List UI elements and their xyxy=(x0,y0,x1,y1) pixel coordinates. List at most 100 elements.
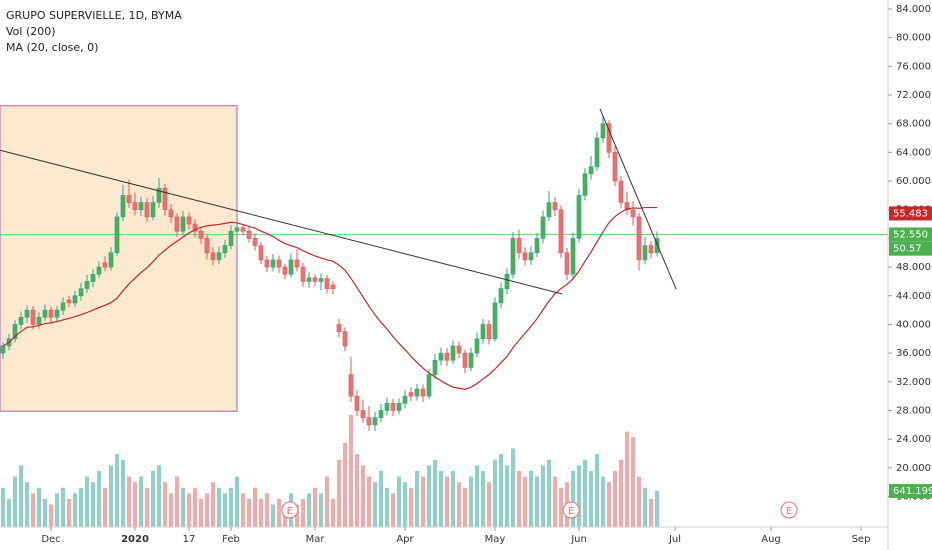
y-tick-label: 68.000 xyxy=(896,119,931,130)
candle-body xyxy=(426,374,432,397)
volume-bar xyxy=(108,465,114,527)
candle-body xyxy=(150,202,156,218)
volume-bar xyxy=(630,437,636,527)
volume-bar xyxy=(372,482,378,527)
candle-body xyxy=(384,403,390,411)
candle-body xyxy=(180,216,186,232)
volume-bar xyxy=(36,487,42,527)
volume-bar xyxy=(66,498,72,527)
candle-body xyxy=(312,277,318,282)
candle-body xyxy=(102,262,108,268)
candle-body xyxy=(612,152,618,182)
volume-bar xyxy=(318,493,324,527)
volume-bar xyxy=(402,482,408,527)
volume-bar xyxy=(60,487,66,527)
volume-bar xyxy=(462,487,468,527)
earnings-marker xyxy=(562,501,580,519)
ma-legend: MA (20, close, 0) xyxy=(6,41,98,54)
candle-body xyxy=(228,230,234,246)
volume-bar xyxy=(168,493,174,527)
volume-bar xyxy=(162,482,168,527)
volume-bar xyxy=(390,493,396,527)
volume-bar xyxy=(474,465,480,527)
volume-bar xyxy=(234,476,240,527)
candle-body xyxy=(300,266,306,282)
volume-bar xyxy=(444,476,450,527)
candle-body xyxy=(450,345,456,361)
candle-body xyxy=(60,302,66,311)
candle-body xyxy=(414,388,420,397)
candle-body xyxy=(156,187,162,203)
candle-body xyxy=(360,410,366,418)
candle-body xyxy=(0,345,6,354)
candle-body xyxy=(606,123,612,153)
earnings-label: E xyxy=(287,506,293,517)
volume-bar xyxy=(582,459,588,527)
volume-bar xyxy=(264,493,270,527)
candle-body xyxy=(468,352,474,368)
volume-bar xyxy=(642,487,648,527)
candle-body xyxy=(336,324,342,332)
volume-legend: Vol (200) xyxy=(6,25,56,38)
volume-bar xyxy=(348,414,354,527)
earnings-label: E xyxy=(568,506,574,517)
volume-bar xyxy=(414,470,420,527)
candle-body xyxy=(534,238,540,254)
price-label-box xyxy=(889,241,932,256)
y-tick-label: 28.000 xyxy=(896,405,931,416)
candle-body xyxy=(126,195,132,203)
candle-body xyxy=(294,259,300,268)
candle-body xyxy=(342,331,348,347)
volume-bar xyxy=(540,465,546,527)
candle-body xyxy=(354,395,360,411)
candle-body xyxy=(12,324,18,340)
volume-bar xyxy=(468,476,474,527)
volume-bar xyxy=(624,431,630,527)
candle-body xyxy=(138,202,144,211)
candle-body xyxy=(432,359,438,375)
volume-bar xyxy=(522,476,528,527)
background-layer xyxy=(0,105,888,412)
price-label: 52.550 xyxy=(893,229,928,240)
volume-bar xyxy=(102,487,108,527)
volume-bar xyxy=(636,476,642,527)
candle-body xyxy=(510,238,516,275)
highlight-box xyxy=(0,105,238,412)
candle-body xyxy=(390,403,396,411)
candle-body xyxy=(270,259,276,268)
candle-body xyxy=(42,309,48,318)
candle-body xyxy=(144,202,150,218)
candle-body xyxy=(306,277,312,282)
volume-bar xyxy=(126,476,132,527)
candle-body xyxy=(378,410,384,418)
candle-body xyxy=(570,238,576,275)
candle-body xyxy=(258,245,264,261)
volume-bar xyxy=(78,487,84,527)
volume-bar xyxy=(588,470,594,527)
volume-bar xyxy=(438,470,444,527)
volume-bar xyxy=(0,487,6,527)
volume-bar xyxy=(570,470,576,527)
candle-body xyxy=(348,374,354,397)
x-tick-label: Jun xyxy=(570,534,587,545)
volume-bar xyxy=(324,476,330,527)
candle-body xyxy=(18,316,24,325)
y-tick-label: 76.000 xyxy=(896,61,931,72)
candle-body xyxy=(330,284,336,289)
volume-bar xyxy=(258,498,264,527)
candle-body xyxy=(246,230,252,239)
volume-bar xyxy=(204,493,210,527)
price-label: 50.57 xyxy=(893,244,922,255)
candle-body xyxy=(132,202,138,211)
candle-body xyxy=(558,209,564,254)
volume-bar xyxy=(492,459,498,527)
volume-bar xyxy=(612,470,618,527)
volume-bar xyxy=(276,498,282,527)
volume-bar xyxy=(330,498,336,527)
price-label-box xyxy=(889,227,932,242)
candle-body xyxy=(72,295,78,304)
volume-bar xyxy=(246,498,252,527)
y-tick-label: 80.000 xyxy=(896,33,931,44)
